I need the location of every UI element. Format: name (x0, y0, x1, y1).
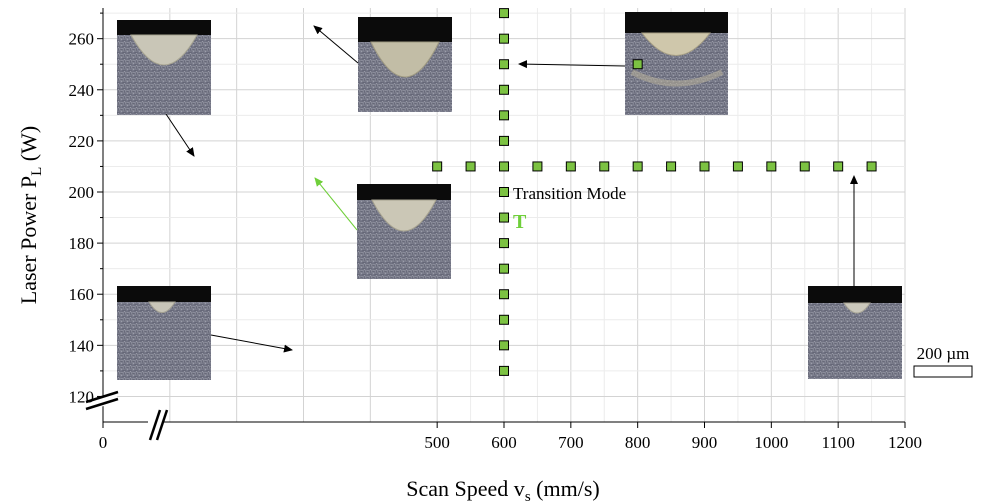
x-tick-label: 1200 (888, 433, 922, 452)
y-tick-label: 180 (69, 234, 95, 253)
y-tick-label: 120 (69, 387, 95, 406)
micrograph-500-210 (117, 20, 211, 115)
data-point (866, 161, 877, 172)
data-points (432, 8, 877, 376)
x-tick-label: 1000 (754, 433, 788, 452)
data-point (666, 161, 677, 172)
data-point (465, 161, 476, 172)
data-point (499, 110, 509, 121)
x-tick-label: 0 (99, 433, 108, 452)
data-point (499, 365, 509, 376)
data-point (599, 161, 610, 172)
micrographs (117, 12, 902, 380)
y-tick-label: 260 (69, 30, 95, 49)
y-tick-label: 220 (69, 132, 95, 151)
data-point (499, 340, 509, 351)
data-point (499, 59, 509, 70)
x-tick-label: 700 (558, 433, 584, 452)
arrow-to-600-210-green (314, 177, 358, 231)
x-axis-title: Scan Speed vs (mm/s) (406, 476, 599, 504)
y-axis-break (85, 390, 119, 411)
data-point (632, 161, 643, 172)
data-point (699, 161, 710, 172)
scale-bar-label: 200 µm (917, 344, 970, 363)
scale-bar-rect (913, 365, 973, 378)
data-point (833, 161, 844, 172)
data-point (499, 289, 509, 300)
x-axis-break (148, 409, 169, 441)
data-point (499, 263, 509, 274)
data-point (799, 161, 810, 172)
data-point (732, 161, 743, 172)
data-point (565, 161, 576, 172)
data-point (499, 84, 509, 95)
y-axis-title: Laser Power PL (W) (16, 126, 45, 304)
micrograph-600-130 (117, 286, 211, 380)
data-point (499, 161, 509, 172)
micrograph-1150-210 (808, 286, 902, 379)
data-point (499, 8, 509, 19)
data-point (499, 33, 509, 44)
transition-mode-label: Transition Mode (513, 184, 626, 203)
data-point (766, 161, 777, 172)
arrow-to-600-130 (210, 334, 293, 353)
transition-mode-mark: T (513, 211, 527, 233)
micrograph-600-210 (357, 184, 451, 279)
tick-marks (97, 12, 906, 428)
data-point (632, 59, 643, 70)
y-tick-label: 160 (69, 285, 95, 304)
annotation-arrows (165, 25, 858, 353)
y-tick-label: 140 (69, 336, 95, 355)
x-tick-label: 800 (625, 433, 651, 452)
scale-bar: 200 µm (913, 344, 973, 378)
y-tick-label: 240 (69, 81, 95, 100)
x-tick-label: 1100 (821, 433, 854, 452)
data-point (532, 161, 543, 172)
data-point (499, 212, 509, 223)
arrow-to-600-270 (313, 25, 359, 64)
micrograph-600-270 (358, 17, 452, 112)
y-tick-label: 200 (69, 183, 95, 202)
x-tick-label: 500 (424, 433, 450, 452)
x-tick-label: 600 (491, 433, 517, 452)
x-tick-label: 900 (692, 433, 718, 452)
data-point (499, 187, 509, 197)
arrow-to-500-210 (165, 113, 195, 157)
arrow-to-800-250 (518, 60, 626, 69)
tick-labels: 0 500 600 700 800 900 1000 1100 1200 120 140 160 180… (69, 30, 923, 452)
data-point (499, 238, 509, 249)
data-point (499, 314, 509, 325)
data-point (499, 135, 509, 146)
data-point (432, 161, 443, 172)
